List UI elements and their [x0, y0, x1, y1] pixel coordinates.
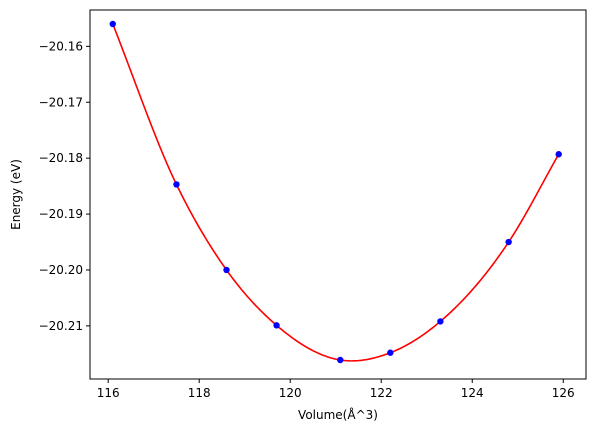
x-tick-label: 126: [552, 386, 575, 400]
data-point: [109, 20, 116, 28]
plot-frame: [89, 9, 587, 380]
fit-curve-layer: [112, 23, 560, 362]
y-axis-label: Energy (eV): [9, 159, 23, 230]
x-tick-label: 122: [370, 386, 393, 400]
x-tick-label: 124: [461, 386, 484, 400]
y-tick-label: −20.18: [39, 151, 83, 165]
x-tick-label: 118: [188, 386, 211, 400]
x-tick-label: 120: [279, 386, 302, 400]
y-tick-label: −20.17: [39, 95, 83, 109]
data-point: [173, 181, 180, 188]
y-tick-label: −20.16: [39, 39, 83, 53]
data-point: [555, 151, 562, 158]
y-axis-ticks: −20.16 −20.17 −20.18 −20.19 −20.20 −20.21: [39, 39, 90, 333]
x-axis-ticks: 116 118 120 122 124 126: [97, 379, 575, 400]
data-point: [273, 322, 280, 329]
y-tick-label: −20.20: [39, 263, 83, 277]
data-point: [505, 238, 512, 246]
y-tick-label: −20.21: [39, 319, 83, 333]
data-points-layer: [109, 20, 562, 364]
data-point: [387, 349, 394, 356]
x-tick-label: 116: [97, 386, 120, 400]
y-tick-label: −20.19: [39, 207, 83, 221]
data-point: [223, 266, 230, 274]
fit-curve-line: [112, 23, 560, 362]
x-axis-label: Volume(Å^3): [298, 407, 378, 422]
data-point: [337, 356, 344, 364]
data-point: [437, 318, 444, 325]
